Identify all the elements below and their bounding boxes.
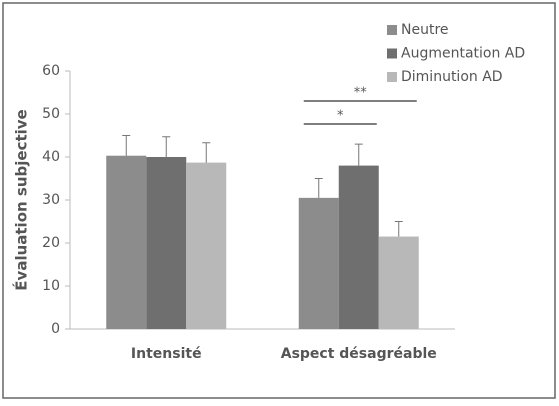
y-tick-label: 20: [42, 235, 60, 251]
y-tick-label: 50: [42, 106, 60, 122]
error-bar: [354, 143, 363, 166]
bar: [298, 197, 339, 329]
significance-label: **: [354, 86, 368, 101]
error-bar: [394, 221, 403, 237]
bar: [186, 162, 227, 329]
error-bar: [202, 142, 211, 163]
legend-swatch: [387, 48, 397, 59]
legend-swatch: [387, 72, 397, 82]
legend-label: Diminution AD: [401, 69, 503, 85]
x-tick-label: Intensité: [131, 346, 202, 362]
y-tick-label: 60: [42, 63, 60, 79]
legend-label: Neutre: [401, 22, 449, 38]
bar: [338, 165, 379, 329]
error-bar: [162, 136, 171, 157]
legend-label: Augmentation AD: [401, 46, 525, 62]
y-tick-label: 10: [42, 278, 60, 294]
bar: [378, 236, 419, 329]
bar: [146, 157, 187, 329]
chart-frame: [2, 2, 556, 399]
error-bar: [122, 135, 131, 156]
y-axis-label: Évaluation subjective: [12, 109, 31, 290]
y-tick-label: 0: [51, 321, 60, 337]
legend-swatch: [387, 25, 397, 35]
error-bar: [314, 178, 323, 198]
significance-label: *: [337, 109, 344, 124]
y-tick-label: 30: [42, 192, 60, 208]
bar: [106, 155, 147, 329]
y-tick-label: 40: [42, 149, 60, 165]
x-tick-label: Aspect désagréable: [281, 346, 437, 362]
